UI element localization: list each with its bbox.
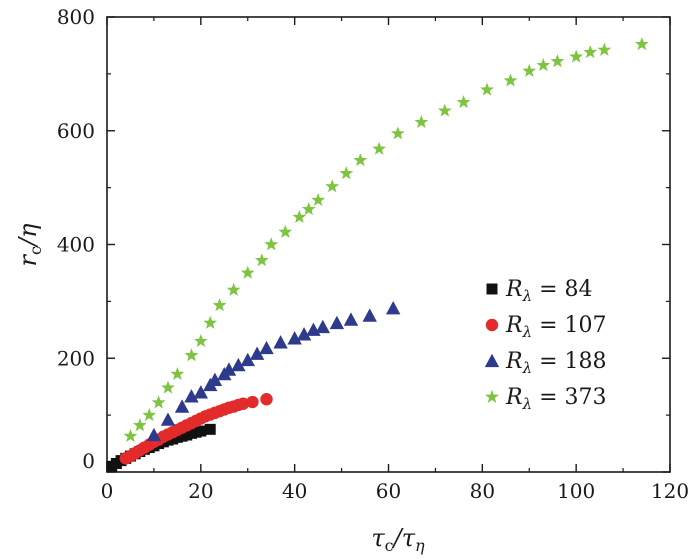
data-point-star (278, 224, 293, 238)
x-tick-label: 120 (651, 479, 689, 503)
data-point-triangle (146, 427, 162, 442)
data-point-star (503, 73, 518, 87)
data-point-star (634, 37, 649, 51)
legend-label: Rλ = 188 (505, 349, 607, 377)
x-tick-label: 40 (282, 479, 307, 503)
data-marks (106, 37, 649, 472)
legend-label: Rλ = 84 (505, 277, 593, 305)
data-point-star (437, 103, 452, 117)
y-tick-label: 200 (57, 346, 95, 370)
x-axis-label: τc/τη (371, 524, 425, 555)
data-point-star (301, 202, 316, 216)
data-point-star (142, 407, 157, 421)
data-point-star (264, 237, 279, 251)
data-point-star (325, 179, 340, 193)
legend-marker-triangle (484, 353, 500, 368)
data-point-star (193, 333, 208, 348)
data-point-star (569, 49, 584, 63)
data-point-star (414, 115, 429, 129)
data-point-circle (260, 393, 273, 406)
y-tick-label: 400 (57, 233, 95, 257)
data-point-star (583, 45, 598, 59)
data-point-star (456, 95, 471, 109)
data-point-triangle (231, 357, 246, 372)
y-tick-label: 0 (82, 449, 95, 473)
x-tick-label: 100 (557, 479, 595, 503)
data-point-star (212, 298, 227, 312)
data-point-triangle (160, 412, 176, 426)
data-point-star (339, 166, 354, 180)
legend-entry: Rλ = 373 (485, 385, 607, 413)
x-tick-label: 20 (188, 479, 213, 503)
x-tick-label: 80 (470, 479, 495, 503)
y-tick-label: 800 (57, 5, 95, 29)
data-point-star (132, 418, 147, 432)
data-point-star (372, 141, 386, 155)
data-point-square (195, 425, 207, 437)
data-point-triangle (221, 362, 237, 376)
legend-label: Rλ = 373 (505, 385, 607, 413)
legend: Rλ = 84 Rλ = 107 Rλ = 188 Rλ = 373 (484, 277, 607, 413)
data-point-star (480, 82, 494, 96)
data-point-star (240, 265, 255, 279)
data-point-triangle (315, 319, 331, 334)
data-point-triangle (287, 331, 302, 345)
data-point-triangle (296, 327, 312, 341)
data-point-triangle (184, 389, 199, 403)
data-point-star (536, 58, 551, 72)
legend-entry: Rλ = 107 (485, 313, 607, 341)
data-point-circle (246, 395, 259, 409)
legend-label: Rλ = 107 (505, 313, 607, 341)
data-point-star (203, 315, 218, 329)
data-point-star (123, 428, 138, 443)
data-point-triangle (329, 315, 345, 330)
data-point-star (170, 366, 185, 381)
axes: 0 20 40 60 80 100 120 0 200 400 600 800 (57, 5, 689, 503)
legend-marker-circle (485, 318, 499, 332)
data-point-star (353, 153, 368, 167)
data-point-star (161, 380, 175, 394)
y-tick-label: 600 (57, 119, 95, 143)
data-point-triangle (174, 399, 190, 413)
data-point-star (550, 54, 565, 68)
series-star (123, 37, 649, 443)
data-point-triangle (240, 352, 255, 367)
legend-marker-star (485, 389, 499, 403)
data-point-star (391, 126, 405, 140)
data-point-star (597, 42, 612, 56)
data-point-triangle (385, 301, 401, 315)
data-point-star (254, 253, 269, 267)
y-axis-label: rc/η (14, 223, 45, 267)
data-point-triangle (343, 312, 359, 326)
legend-marker-square (486, 283, 498, 295)
data-point-star (311, 192, 326, 206)
legend-entry: Rλ = 188 (484, 349, 607, 377)
data-point-star (151, 395, 166, 409)
data-point-star (226, 282, 241, 296)
data-point-circle (236, 397, 250, 410)
data-point-triangle (259, 340, 274, 355)
data-point-triangle (362, 308, 377, 322)
x-tick-label: 0 (101, 479, 114, 503)
data-point-triangle (207, 372, 223, 386)
data-point-star (292, 210, 307, 224)
data-point-triangle (193, 385, 209, 399)
x-tick-label: 60 (376, 479, 401, 503)
data-point-triangle (273, 335, 288, 349)
data-point-star (184, 348, 199, 362)
series-triangle (146, 301, 401, 442)
data-point-triangle (249, 346, 265, 360)
data-point-square (204, 423, 216, 435)
legend-entry: Rλ = 84 (486, 277, 593, 305)
data-point-star (522, 63, 537, 77)
